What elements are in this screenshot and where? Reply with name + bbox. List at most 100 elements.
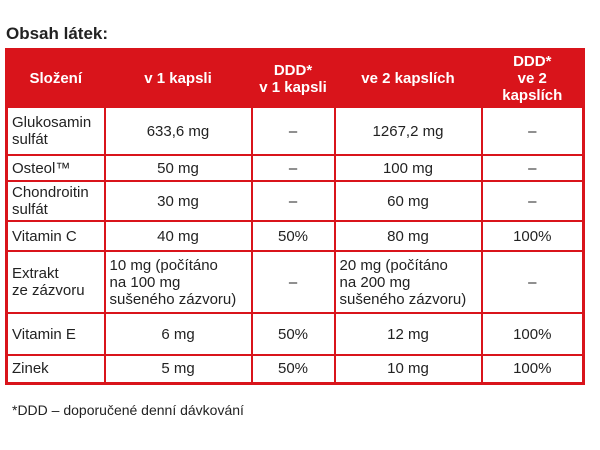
table-cell: 12 mg [333,312,483,356]
table-cell: 30 mg [103,180,253,222]
cell-line: 20 mg (počítáno [339,256,448,274]
table-cell: – [480,250,585,314]
cell-line: 10 mg (počítáno [109,256,218,274]
table-row: Osteol™ 50 mg – 100 mg – [5,154,585,182]
cell-line: – [288,192,298,210]
table-cell: Vitamin E [5,312,106,356]
cell-line: Zinek [12,360,49,378]
cell-line: Vitamin E [12,325,76,343]
cell-line: 12 mg [387,325,429,343]
table-cell: 10 mg [333,354,483,384]
cell-line: 5 mg [161,360,195,378]
table-cell: Glukosamin sulfát [5,106,106,156]
table-cell: – [480,106,585,156]
cell-line: sulfát [12,131,48,148]
cell-line: ve 2 kapslích [502,70,563,104]
table-cell: – [480,180,585,222]
table-cell: – [250,106,336,156]
cell-line: 50 mg [157,159,199,177]
cell-line: Extrakt [12,265,59,282]
cell-line: na 100 mg [109,273,181,291]
table-cell: 633,6 mg [103,106,253,156]
table-row: Extrakt ze zázvoru 10 mg (počítáno na 100 m… [5,250,585,314]
cell-line: sulfát [12,201,48,218]
cell-line: 50% [277,360,309,378]
table-cell: 1267,2 mg [333,106,483,156]
table-cell: 5 mg [103,354,253,384]
table-cell: – [250,154,336,182]
cell-line: 1267,2 mg [372,122,444,140]
cell-line: 100% [513,360,552,378]
cell-line: DDD* [513,53,552,70]
cell-line: 633,6 mg [146,122,210,140]
cell-line: v 1 kapsli [144,70,212,87]
table-cell: 50 mg [103,154,253,182]
cell-line: – [528,122,537,140]
header-row: Složení v 1 kapsli DDD* v 1 kapsli ve 2 kaps… [5,48,585,108]
cell-line: – [288,159,298,177]
table-cell: – [250,180,336,222]
table-cell: 80 mg [333,220,483,252]
table-cell: 40 mg [103,220,253,252]
header-cell: DDD* v 1 kapsli [250,48,336,108]
table-row: Glukosamin sulfát 633,6 mg – 1267,2 mg – [5,106,585,156]
cell-line: 100% [513,325,552,343]
cell-line: Chondroitin [12,184,89,201]
table-cell: Zinek [5,354,106,384]
table-cell: 50% [250,312,336,356]
footnote: *DDD – doporučené denní dávkování [12,402,244,418]
table-cell: Osteol™ [5,154,106,182]
cell-line: 100 mg [382,159,434,177]
cell-line: – [528,273,537,291]
table-cell: 60 mg [333,180,483,222]
cell-line: – [288,122,298,140]
cell-line: Glukosamin [12,114,92,131]
cell-line: DDD* [273,61,313,79]
header-cell: Složení [5,48,106,108]
table-row: Vitamin C 40 mg 50% 80 mg 100% [5,220,585,252]
title: Obsah látek: [6,24,109,43]
table-cell: 100% [480,220,585,252]
cell-line: Osteol™ [12,159,71,177]
cell-line: – [528,159,537,177]
table-cell: Chondroitin sulfát [5,180,106,222]
cell-line: v 1 kapsli [259,78,327,96]
table-cell: 100 mg [333,154,483,182]
cell-line: sušeného zázvoru) [339,290,467,308]
header-cell: ve 2 kapslích [333,48,483,108]
cell-line: 50% [277,325,309,343]
table-row: Vitamin E 6 mg 50% 12 mg 100% [5,312,585,356]
table-row: Zinek 5 mg 50% 10 mg 100% [5,354,585,384]
table: Složení v 1 kapsli DDD* v 1 kapsli ve 2 kaps… [5,48,585,385]
table-row: Chondroitin sulfát 30 mg – 60 mg – [5,180,585,222]
table-cell: Extrakt ze zázvoru [5,250,106,314]
cell-line: 80 mg [387,227,429,245]
cell-line: 60 mg [387,192,429,210]
header-cell: v 1 kapsli [103,48,253,108]
table-cell: – [480,154,585,182]
table-cell: 50% [250,220,336,252]
table-cell: 50% [250,354,336,384]
table-cell: 100% [480,354,585,384]
cell-line: 6 mg [161,325,195,343]
cell-line: Složení [29,70,82,87]
table-cell: – [250,250,336,314]
cell-line: 50% [277,227,309,245]
cell-line: 30 mg [157,192,199,210]
table-cell: 6 mg [103,312,253,356]
cell-line: – [528,192,537,210]
header-cell: DDD* ve 2 kapslích [480,48,585,108]
table-body: Glukosamin sulfát 633,6 mg –1267,2 mg – Osteo… [5,106,585,384]
cell-line: na 200 mg [339,273,411,291]
cell-line: 40 mg [157,227,199,245]
table-cell: 10 mg (počítáno na 100 mg sušeného zázvoru… [103,250,253,314]
table-cell: 100% [480,312,585,356]
cell-line: 100% [513,227,552,245]
cell-line: ze zázvoru [12,282,85,299]
cell-line: sušeného zázvoru) [109,290,237,308]
cell-line: ve 2 kapslích [361,70,455,87]
table-cell: 20 mg (počítáno na 200 mg sušeného zázvoru… [333,250,483,314]
cell-line: Vitamin C [12,227,77,245]
cell-line: 10 mg [387,360,429,378]
